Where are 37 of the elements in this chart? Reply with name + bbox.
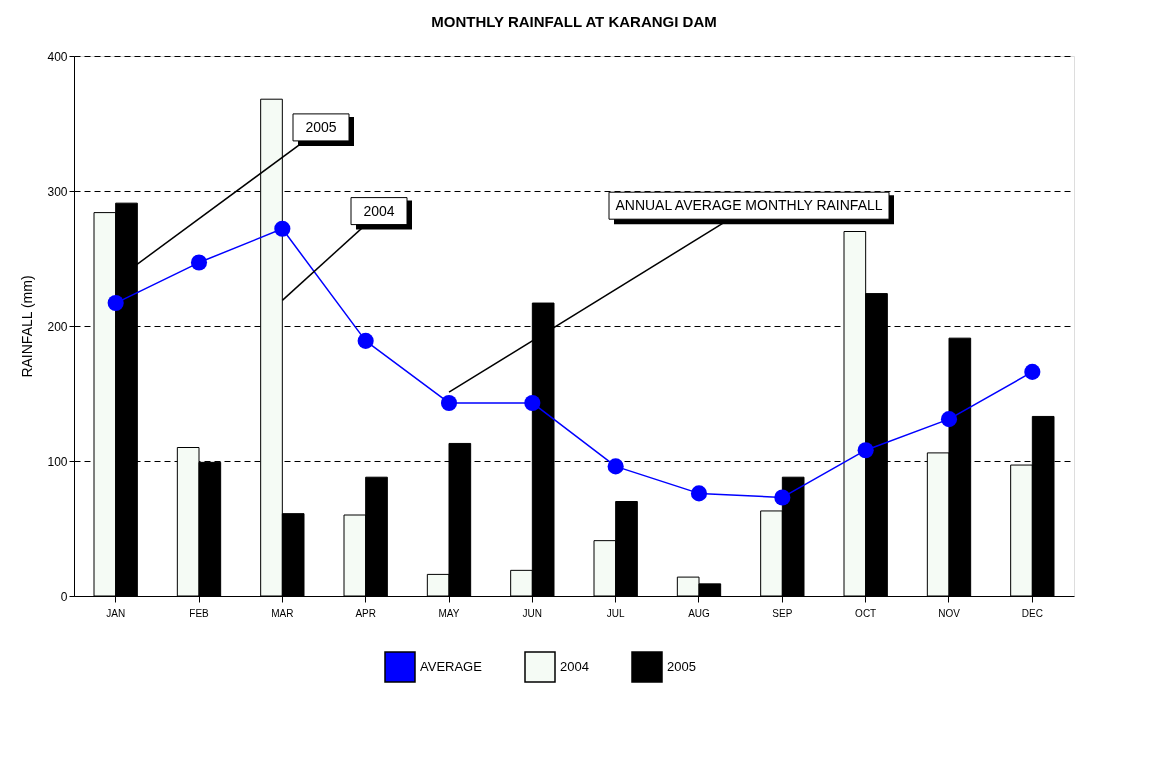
point — [274, 220, 291, 237]
y-tick-label: 100 — [47, 454, 68, 469]
y-tick-label: 200 — [47, 319, 68, 334]
y-tick-label: 0 — [60, 589, 68, 604]
x-tick-label: NOV — [938, 607, 961, 619]
legend-label: 2004 — [560, 659, 589, 674]
point — [524, 394, 541, 411]
y-tick-label: 300 — [47, 184, 68, 199]
x-tick-label: JUN — [522, 607, 543, 619]
y-axis-title: RAINFALL (mm) — [19, 275, 36, 378]
point — [440, 394, 458, 411]
point — [357, 332, 374, 349]
chart-title: MONTHLY RAINFALL AT KARANGI DAM — [431, 13, 717, 30]
x-tick-label: JAN — [106, 607, 126, 619]
x-tick-label: MAR — [271, 607, 294, 619]
x-tick-label: AUG — [688, 607, 711, 619]
point — [1024, 363, 1041, 380]
x-tick-label: FEB — [189, 607, 210, 619]
x-tick-label: APR — [355, 607, 376, 619]
legend-label: AVERAGE — [420, 659, 483, 674]
x-tick-label: SEP — [772, 607, 793, 619]
x-tick-label: DEC — [1021, 607, 1043, 619]
annotation: 2005 — [305, 118, 337, 135]
legend-label: 2005 — [667, 659, 696, 674]
annotation: 2004 — [363, 202, 395, 219]
x-tick-label: OCT — [855, 607, 877, 619]
point — [190, 254, 208, 271]
point — [690, 485, 708, 502]
x-tick-label: JUL — [606, 607, 625, 619]
point — [774, 489, 791, 506]
x-tick-label: MAY — [438, 607, 460, 619]
annotation: ANNUAL AVERAGE MONTHLY RAINFALL — [615, 197, 883, 214]
y-tick-label: 400 — [47, 49, 68, 64]
point — [107, 295, 124, 312]
point — [857, 442, 874, 459]
point — [940, 411, 958, 428]
point — [607, 458, 624, 475]
